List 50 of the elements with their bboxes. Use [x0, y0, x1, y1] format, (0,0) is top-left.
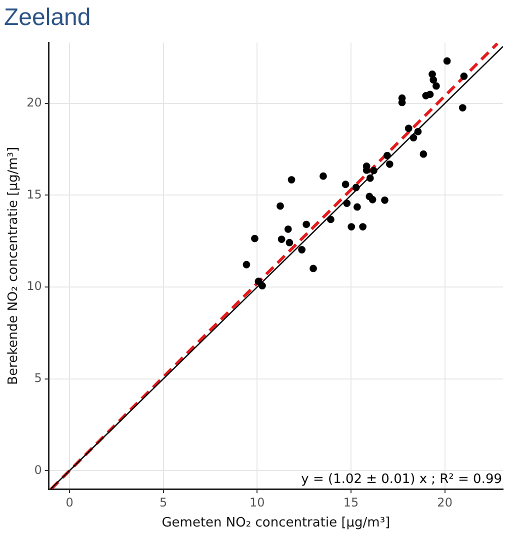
point	[426, 90, 434, 98]
point	[366, 174, 374, 182]
point	[343, 200, 351, 207]
point	[432, 82, 440, 90]
point	[460, 72, 468, 80]
point	[276, 202, 284, 210]
x-tick-label: 5	[160, 495, 168, 510]
y-axis-title: Berekende NO₂ concentratie [µg/m³]	[6, 146, 22, 385]
x-tick-label: 0	[66, 495, 74, 510]
point	[286, 238, 294, 246]
x-tick-label: 20	[437, 495, 452, 510]
point	[414, 128, 422, 136]
point	[404, 124, 412, 132]
y-tick-label: 15	[26, 187, 42, 202]
point	[443, 57, 451, 65]
point	[298, 246, 306, 254]
point	[302, 220, 310, 228]
point	[428, 70, 436, 78]
point	[368, 196, 376, 204]
y-tick-label: 20	[26, 96, 42, 110]
point	[278, 236, 286, 243]
point	[420, 150, 428, 158]
point	[342, 180, 350, 188]
point	[310, 264, 317, 272]
point	[430, 76, 438, 84]
point	[384, 152, 391, 160]
point	[258, 282, 266, 290]
point	[348, 223, 356, 230]
point	[284, 225, 292, 233]
point	[251, 234, 258, 242]
point	[327, 216, 334, 224]
annotation: y = (1.02 ± 0.01) x ; R² = 0.99	[301, 472, 502, 487]
point	[386, 160, 394, 168]
point	[458, 104, 466, 112]
x-axis-title: Gemeten NO₂ concentratie [µg/m³]	[162, 516, 390, 531]
chart-title: Zeeland	[4, 4, 91, 32]
y-tick-label: 10	[26, 279, 42, 294]
point	[381, 196, 388, 204]
point	[353, 203, 361, 211]
point	[352, 184, 360, 192]
y-tick-label: 0	[34, 462, 42, 477]
point	[242, 260, 250, 268]
x-tick-label: 10	[250, 495, 265, 510]
point	[288, 176, 296, 184]
y-tick-label: 5	[34, 370, 42, 385]
point	[359, 223, 367, 230]
point	[410, 134, 418, 142]
x-tick-label: 15	[343, 495, 359, 510]
point	[370, 166, 378, 174]
point	[320, 172, 327, 180]
